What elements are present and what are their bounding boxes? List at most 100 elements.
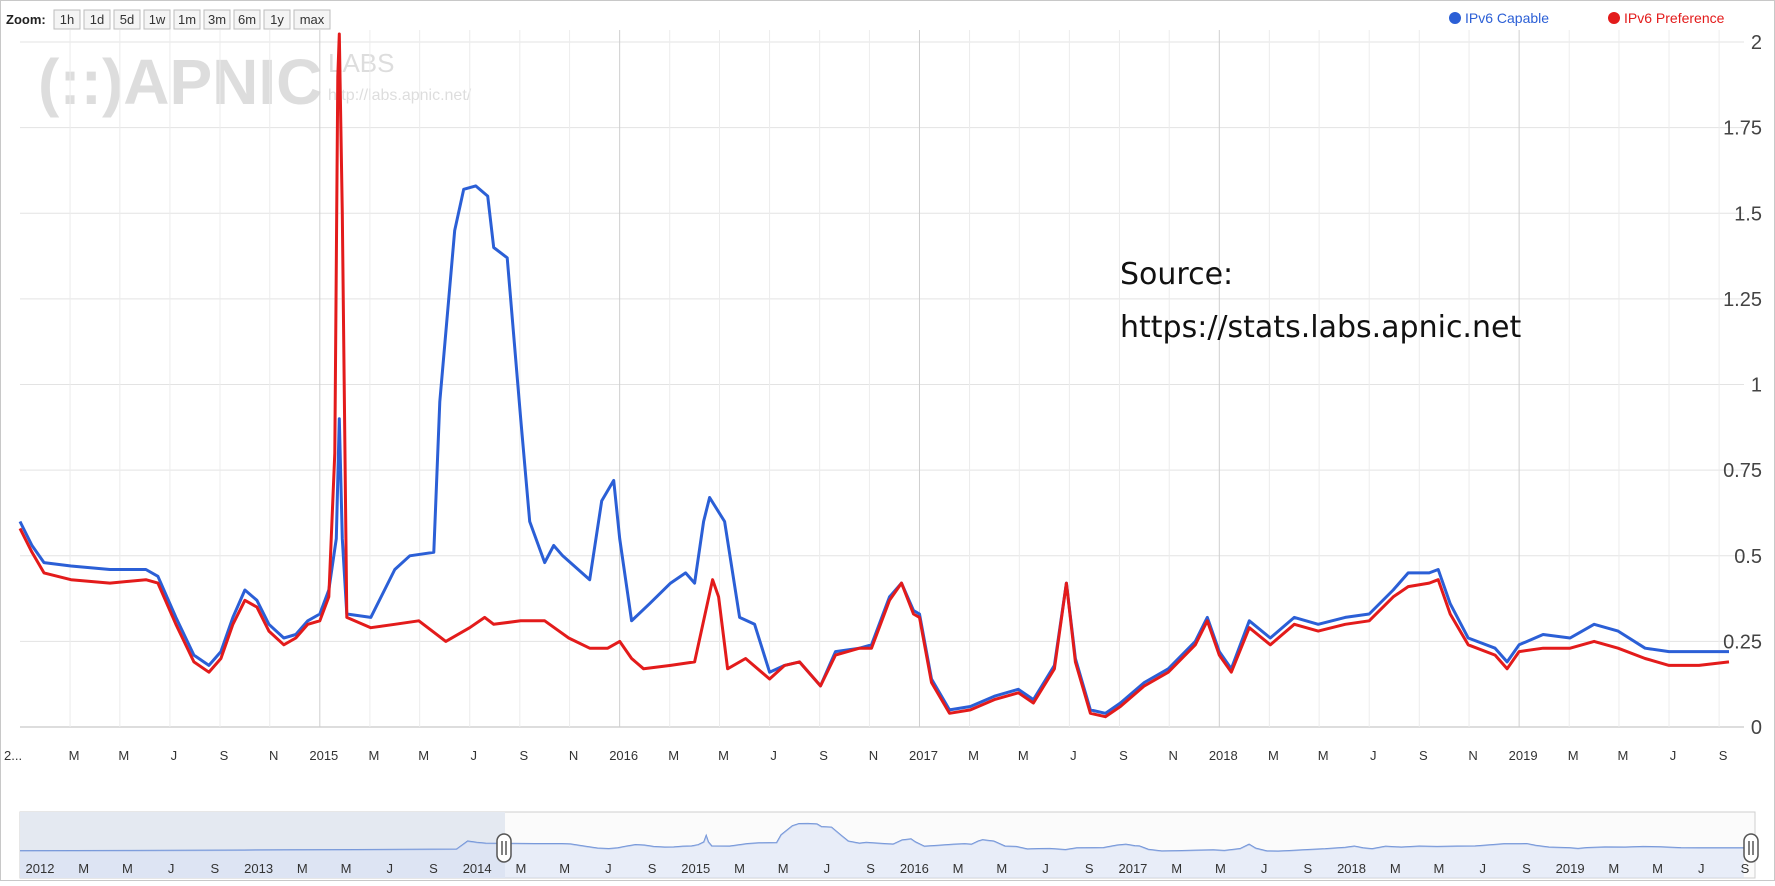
- navigator-tick-label: 2016: [900, 861, 929, 876]
- x-tick-label: 2018: [1209, 748, 1238, 763]
- watermark-url: http://labs.apnic.net/: [328, 87, 472, 104]
- x-tick-label: M: [968, 748, 979, 763]
- source-line-1: Source:: [1120, 257, 1233, 292]
- navigator-tick-label: J: [1042, 861, 1049, 876]
- x-tick-label: J: [1670, 748, 1677, 763]
- x-tick-label: M: [69, 748, 80, 763]
- source-line-2: https://stats.labs.apnic.net: [1120, 310, 1521, 345]
- legend-label-ipv6-preference: IPv6 Preference: [1624, 10, 1725, 26]
- x-tick-label: N: [869, 748, 878, 763]
- navigator-tick-label: S: [1522, 861, 1531, 876]
- navigator-tick-label: 2017: [1118, 861, 1147, 876]
- x-tick-label: M: [368, 748, 379, 763]
- navigator-tick-label: J: [1261, 861, 1268, 876]
- x-tick-label: M: [1318, 748, 1329, 763]
- navigator-tick-label: J: [386, 861, 393, 876]
- navigator-tick-label: J: [1479, 861, 1486, 876]
- navigator-tick-label: 2015: [681, 861, 710, 876]
- navigator-tick-label: M: [1652, 861, 1663, 876]
- navigator-tick-label: S: [1741, 861, 1750, 876]
- x-tick-label: 2016: [609, 748, 638, 763]
- zoom-label: Zoom:: [6, 12, 46, 27]
- x-tick-label: N: [569, 748, 578, 763]
- navigator-ticks: 2012 M M J S 2013 M M J S 2014 M M J S 2015 M M J S 2016 M M J S…: [26, 861, 1750, 876]
- navigator-tick-label: M: [996, 861, 1007, 876]
- x-tick-label: M: [668, 748, 679, 763]
- navigator-tick-label: M: [297, 861, 308, 876]
- x-tick-labels: 2... M M J S N 2015 M M J S N 2016 M M J S N 2017 M M J S N 2018…: [4, 748, 1728, 763]
- navigator-tick-label: 2013: [244, 861, 273, 876]
- zoom-bar: Zoom: 1h 1d 5d 1w 1m 3m 6m 1y max: [6, 9, 331, 30]
- watermark-logo: (::)APNIC: [38, 46, 322, 118]
- series-line-ipv6-preference: [18, 32, 1730, 719]
- navigator-handle-left[interactable]: [496, 833, 512, 863]
- y-tick-label: 0.5: [1734, 546, 1762, 568]
- y-tick-label: 1.75: [1723, 118, 1762, 140]
- range-navigator[interactable]: 2012 M M J S 2013 M M J S 2014 M M J S 2015 M M J S 2016 M M J S…: [19, 811, 1759, 879]
- y-tick-label: 1.5: [1734, 203, 1762, 225]
- navigator-tick-label: 2018: [1337, 861, 1366, 876]
- navigator-tick-label: M: [778, 861, 789, 876]
- series-line-ipv6-capable: [18, 184, 1729, 715]
- navigator-tick-label: M: [122, 861, 133, 876]
- zoom-button-6m[interactable]: 6m: [233, 9, 261, 30]
- zoom-button-1w[interactable]: 1w: [143, 9, 171, 30]
- navigator-tick-label: M: [1215, 861, 1226, 876]
- x-tick-label: S: [220, 748, 229, 763]
- x-tick-label: M: [1018, 748, 1029, 763]
- x-tick-label: 2019: [1509, 748, 1538, 763]
- zoom-button-label: 3m: [208, 12, 226, 27]
- y-tick-label: 2: [1751, 32, 1762, 54]
- x-tick-label: 2...: [4, 748, 22, 763]
- zoom-button-label: 1w: [149, 12, 166, 27]
- navigator-tick-label: S: [429, 861, 438, 876]
- navigator-minimap-area: [20, 823, 1744, 878]
- navigator-tick-label: M: [1171, 861, 1182, 876]
- legend: IPv6 Capable IPv6 Preference: [1449, 10, 1725, 26]
- x-tick-label: M: [718, 748, 729, 763]
- zoom-button-label: 5d: [120, 12, 134, 27]
- zoom-button-1m[interactable]: 1m: [173, 9, 201, 30]
- zoom-button-1h[interactable]: 1h: [53, 9, 81, 30]
- y-tick-label: 0.75: [1723, 460, 1762, 482]
- x-tick-label: J: [470, 748, 477, 763]
- zoom-button-max[interactable]: max: [293, 9, 331, 30]
- navigator-tick-label: 2012: [26, 861, 55, 876]
- navigator-tick-label: S: [648, 861, 657, 876]
- x-tick-label: J: [171, 748, 178, 763]
- navigator-tick-label: S: [211, 861, 220, 876]
- apnic-watermark: (::)APNIC LABS http://labs.apnic.net/: [38, 46, 472, 118]
- navigator-tick-label: M: [515, 861, 526, 876]
- source-annotation: Source: https://stats.labs.apnic.net: [1120, 257, 1521, 345]
- navigator-handle-right[interactable]: [1743, 833, 1759, 863]
- navigator-tick-label: M: [734, 861, 745, 876]
- navigator-tick-label: J: [605, 861, 612, 876]
- legend-dot-ipv6-capable: [1449, 12, 1461, 24]
- zoom-button-1d[interactable]: 1d: [83, 9, 111, 30]
- zoom-button-3m[interactable]: 3m: [203, 9, 231, 30]
- zoom-button-label: 1m: [178, 12, 196, 27]
- x-tick-label: M: [1568, 748, 1579, 763]
- y-tick-label: 1: [1751, 375, 1762, 397]
- navigator-tick-label: 2019: [1556, 861, 1585, 876]
- zoom-button-5d[interactable]: 5d: [113, 9, 141, 30]
- x-tick-label: N: [1169, 748, 1178, 763]
- y-tick-label: 0.25: [1723, 631, 1762, 653]
- navigator-tick-label: M: [559, 861, 570, 876]
- zoom-button-label: max: [300, 12, 325, 27]
- x-tick-label: S: [519, 748, 528, 763]
- legend-dot-ipv6-preference: [1608, 12, 1620, 24]
- navigator-tick-label: S: [866, 861, 875, 876]
- series-layer: [18, 32, 1730, 719]
- zoom-button-label: 6m: [238, 12, 256, 27]
- navigator-tick-label: J: [168, 861, 175, 876]
- x-tick-label: N: [269, 748, 278, 763]
- y-tick-label: 0: [1751, 717, 1762, 739]
- zoom-button-1y[interactable]: 1y: [263, 9, 291, 30]
- zoom-button-label: 1y: [270, 12, 284, 27]
- x-tick-label: M: [118, 748, 129, 763]
- x-tick-label: S: [1119, 748, 1128, 763]
- x-tick-label: S: [1419, 748, 1428, 763]
